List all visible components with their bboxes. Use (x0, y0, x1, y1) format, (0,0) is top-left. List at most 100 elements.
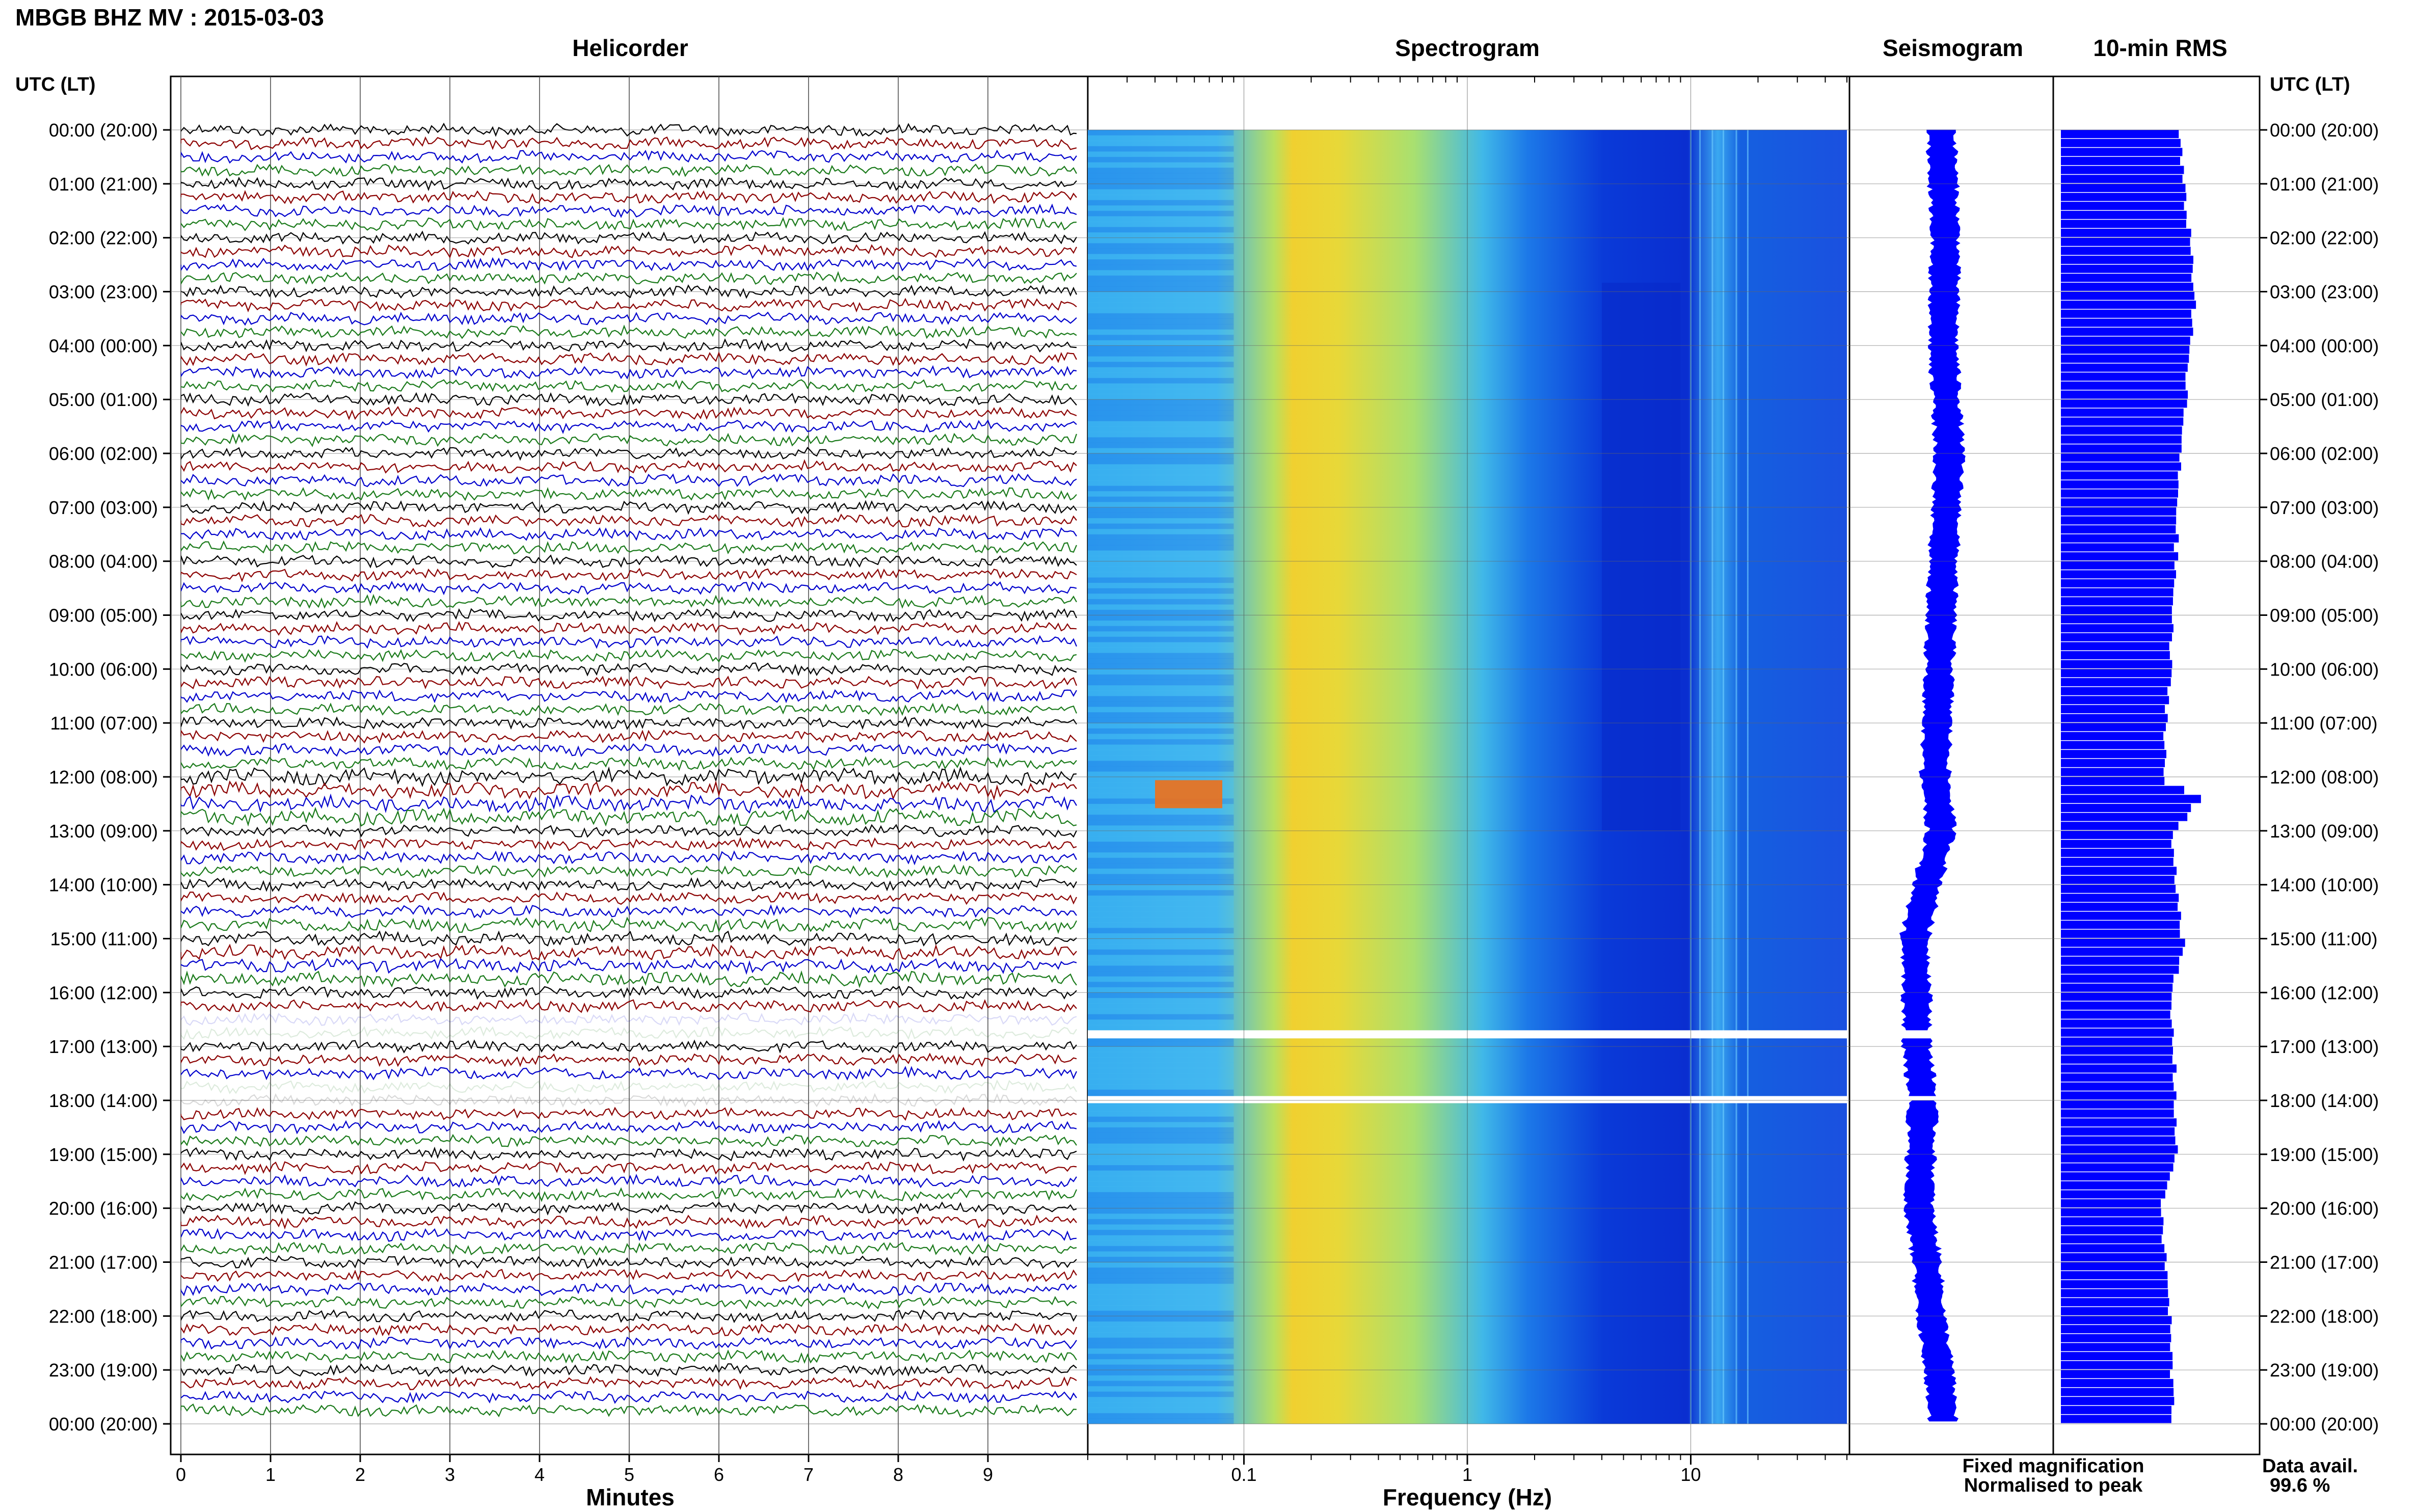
rms-bar (2061, 975, 2174, 983)
spectrogram-lowfreq-strip (1088, 976, 1234, 982)
spectrogram-lowfreq-strip (1088, 345, 1234, 352)
helicorder-trace (181, 1255, 1077, 1269)
spectrogram-lowfreq-strip (1088, 523, 1234, 529)
helicorder-trace (181, 311, 1077, 326)
spectrogram-lowfreq-strip (1088, 615, 1234, 621)
spectrogram-lowfreq-strip (1088, 168, 1234, 174)
spectrogram-lowfreq-strip (1088, 1143, 1234, 1149)
rms-bar (2061, 1154, 2175, 1163)
helicorder-trace (181, 459, 1077, 474)
spectrogram-lowfreq-strip (1088, 1073, 1234, 1079)
spectrogram-lowfreq-strip (1088, 1332, 1234, 1338)
rms-bar (2061, 642, 2169, 651)
spectrogram-lowfreq-strip (1088, 308, 1234, 314)
helicorder-xtick-label: 1 (265, 1464, 276, 1485)
spectrogram-lowfreq-strip (1088, 842, 1234, 848)
spectrogram-lowfreq-strip (1088, 1122, 1234, 1128)
spectrogram-lowfreq-strip (1088, 992, 1234, 998)
spectrogram-lowfreq-strip (1088, 825, 1234, 831)
helicorder-trace (181, 325, 1077, 339)
rms-bar (2061, 1118, 2177, 1127)
spectrogram-lowfreq-strip (1088, 1089, 1234, 1095)
spectrogram-lowfreq-strip (1088, 178, 1234, 184)
spectrogram-lowfreq-strip (1088, 820, 1234, 826)
spectrogram-lowfreq-strip (1088, 1036, 1234, 1042)
spectrogram-lowfreq-strip (1088, 475, 1234, 481)
helicorder-trace (181, 780, 1077, 801)
spectrogram-event (1155, 780, 1223, 808)
spectrogram-lowfreq-strip (1088, 815, 1234, 821)
hour-label-left: 14:00 (10:00) (49, 875, 158, 896)
spectrogram-lowfreq-strip (1088, 1348, 1234, 1354)
rms-bar (2061, 229, 2191, 237)
rms-bar (2061, 1199, 2161, 1208)
rms-bar (2061, 938, 2185, 947)
rms-bar (2061, 561, 2175, 570)
hour-label-right: 13:00 (09:00) (2270, 821, 2379, 842)
spectrogram-lowfreq-strip (1088, 944, 1234, 950)
hour-label-right: 16:00 (12:00) (2270, 982, 2379, 1003)
spectrogram-lowfreq-strip (1088, 599, 1234, 605)
spectrogram-lowfreq-strip (1088, 151, 1234, 157)
spectrogram-lowfreq-strip (1088, 1100, 1234, 1106)
helicorder-xtick-label: 4 (534, 1464, 545, 1485)
rms-bar (2061, 516, 2177, 525)
spectrogram-lowfreq-strip (1088, 1413, 1234, 1419)
spectrogram-lowfreq-strip (1088, 1051, 1234, 1058)
spectrogram-lowfreq-strip (1088, 1262, 1234, 1268)
helicorder-trace (181, 662, 1077, 677)
helicorder-trace (181, 230, 1077, 245)
spectrogram-lowfreq-strip (1088, 1116, 1234, 1122)
spectrogram-lowfreq-strip (1088, 270, 1234, 276)
helicorder-xtick-label: 0 (176, 1464, 186, 1485)
spectrogram-lowfreq-strip (1088, 539, 1234, 546)
spectrogram-lowfreq-strip (1088, 917, 1234, 923)
spectrogram-lowfreq-strip (1088, 426, 1234, 433)
hour-label-right: 14:00 (10:00) (2270, 875, 2379, 896)
hour-label-left: 17:00 (13:00) (49, 1036, 158, 1057)
spectrogram-lowfreq-strip (1088, 1208, 1234, 1214)
spectrogram-lowfreq-strip (1088, 1213, 1234, 1220)
rms-bar (2061, 822, 2179, 830)
helicorder-trace (181, 338, 1077, 353)
helicorder-trace (181, 635, 1078, 649)
helicorder-trace (181, 527, 1077, 542)
helicorder-trace (181, 203, 1077, 218)
rms-bar (2061, 471, 2178, 480)
rms-bar (2061, 318, 2192, 327)
spectrogram-lowfreq-strip (1088, 216, 1234, 222)
spectrogram-lowfreq-strip (1088, 502, 1234, 508)
spectrogram-lowfreq-strip (1088, 1024, 1234, 1031)
spectrogram-lowfreq-strip (1088, 1224, 1234, 1230)
helicorder-trace (181, 957, 1077, 975)
rms-bar (2061, 417, 2184, 426)
spectrogram-lowfreq-strip (1088, 777, 1234, 783)
helicorder-trace (181, 1079, 1077, 1094)
hour-label-right: 22:00 (18:00) (2270, 1306, 2379, 1327)
spectrogram-lowfreq-strip (1088, 1267, 1234, 1274)
spectrogram-lowfreq-strip (1088, 901, 1234, 907)
spectrogram-lowfreq-strip (1088, 955, 1234, 961)
spectrogram-lowfreq-strip (1088, 1057, 1234, 1063)
rms-bar (2061, 345, 2190, 354)
rms-bar (2061, 759, 2165, 767)
spectrogram-lowfreq-strip (1088, 566, 1234, 573)
hour-label-right: 20:00 (16:00) (2270, 1198, 2379, 1219)
helicorder-trace (181, 122, 1077, 137)
spectrogram-lowfreq-strip (1088, 1154, 1234, 1160)
spectrogram-lowfreq-strip (1088, 458, 1234, 465)
rms-bar (2061, 1307, 2168, 1315)
helicorder-trace (181, 766, 1077, 788)
rms-bar (2061, 660, 2172, 668)
rms-bar (2061, 840, 2171, 848)
utc-header-right: UTC (LT) (2270, 74, 2350, 95)
spectrogram-lowfreq-strip (1088, 529, 1234, 535)
helicorder-trace (181, 824, 1077, 838)
helicorder-trace (181, 1282, 1077, 1297)
spectrogram-title: Spectrogram (1395, 35, 1540, 61)
helicorder-trace (181, 904, 1077, 919)
spectrogram-lowfreq-strip (1088, 183, 1234, 190)
spectrogram-lowfreq-strip (1088, 399, 1234, 406)
spectrogram-lowfreq-strip (1088, 1289, 1234, 1295)
spectrogram-lowfreq-strip (1088, 1273, 1234, 1279)
